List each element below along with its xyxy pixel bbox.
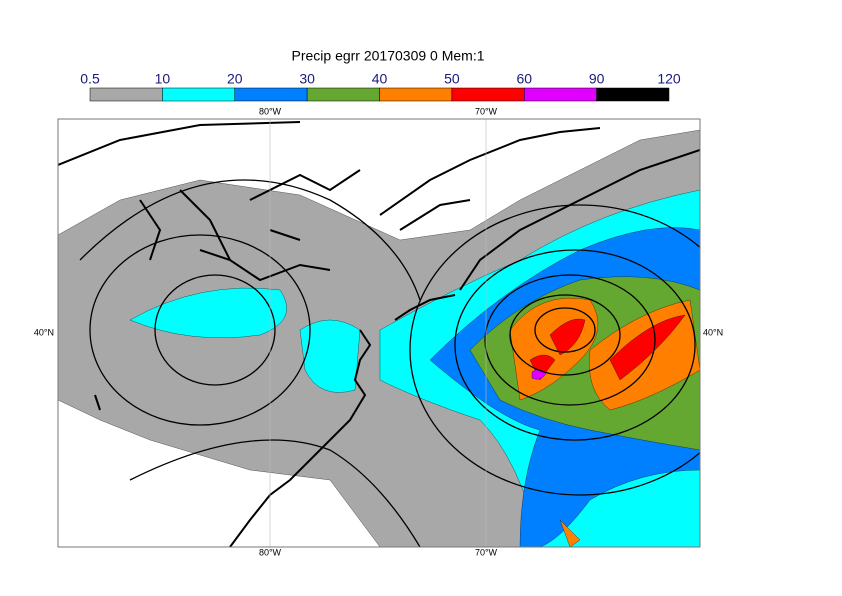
- colorbar-label: 50: [444, 71, 460, 87]
- lat-label: 40°N: [703, 327, 723, 337]
- colorbar-label: 30: [299, 71, 315, 87]
- lat-label: 40°N: [34, 327, 54, 337]
- colorbar-segment: [379, 87, 453, 102]
- colorbar-segment: [596, 87, 670, 102]
- precip-area: [529, 314, 686, 381]
- precip-area: [509, 297, 700, 547]
- colorbar-label: 0.5: [80, 71, 100, 87]
- colorbar-segment: [89, 87, 163, 102]
- colorbar-segment: [451, 87, 525, 102]
- colorbar-label: 60: [516, 71, 532, 87]
- map-lines: [58, 119, 700, 547]
- colorbar-label: 10: [155, 71, 171, 87]
- title: Precip egrr 20170309 0 Mem:1: [292, 48, 485, 64]
- colorbar-segment: [306, 87, 380, 102]
- lon-label: 80°W: [259, 106, 282, 116]
- colorbar-label: 120: [657, 71, 681, 87]
- map-frame: [57, 118, 701, 548]
- colorbar-segment: [524, 87, 597, 102]
- colorbar-label: 40: [372, 71, 388, 87]
- precip-field: [58, 129, 700, 547]
- lon-label: 70°W: [475, 547, 498, 557]
- colorbar-label: 90: [589, 71, 605, 87]
- lon-label: 70°W: [475, 106, 498, 116]
- colorbar-segment: [234, 87, 308, 102]
- lon-label: 80°W: [259, 547, 282, 557]
- colorbar-segment: [162, 87, 235, 102]
- colorbar-label: 20: [227, 71, 243, 87]
